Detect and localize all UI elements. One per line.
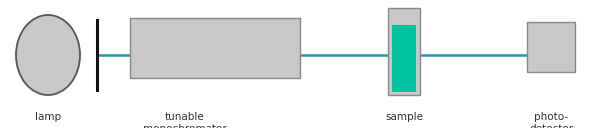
Ellipse shape [16, 15, 80, 95]
Bar [388, 8, 420, 95]
Text: sample: sample [385, 112, 423, 122]
Bar [130, 18, 300, 78]
Bar [392, 25, 416, 92]
Text: lamp: lamp [35, 112, 61, 122]
Text: photo-
detector: photo- detector [529, 112, 573, 128]
Text: tunable
monochromator: tunable monochromator [143, 112, 227, 128]
Bar [527, 22, 575, 72]
